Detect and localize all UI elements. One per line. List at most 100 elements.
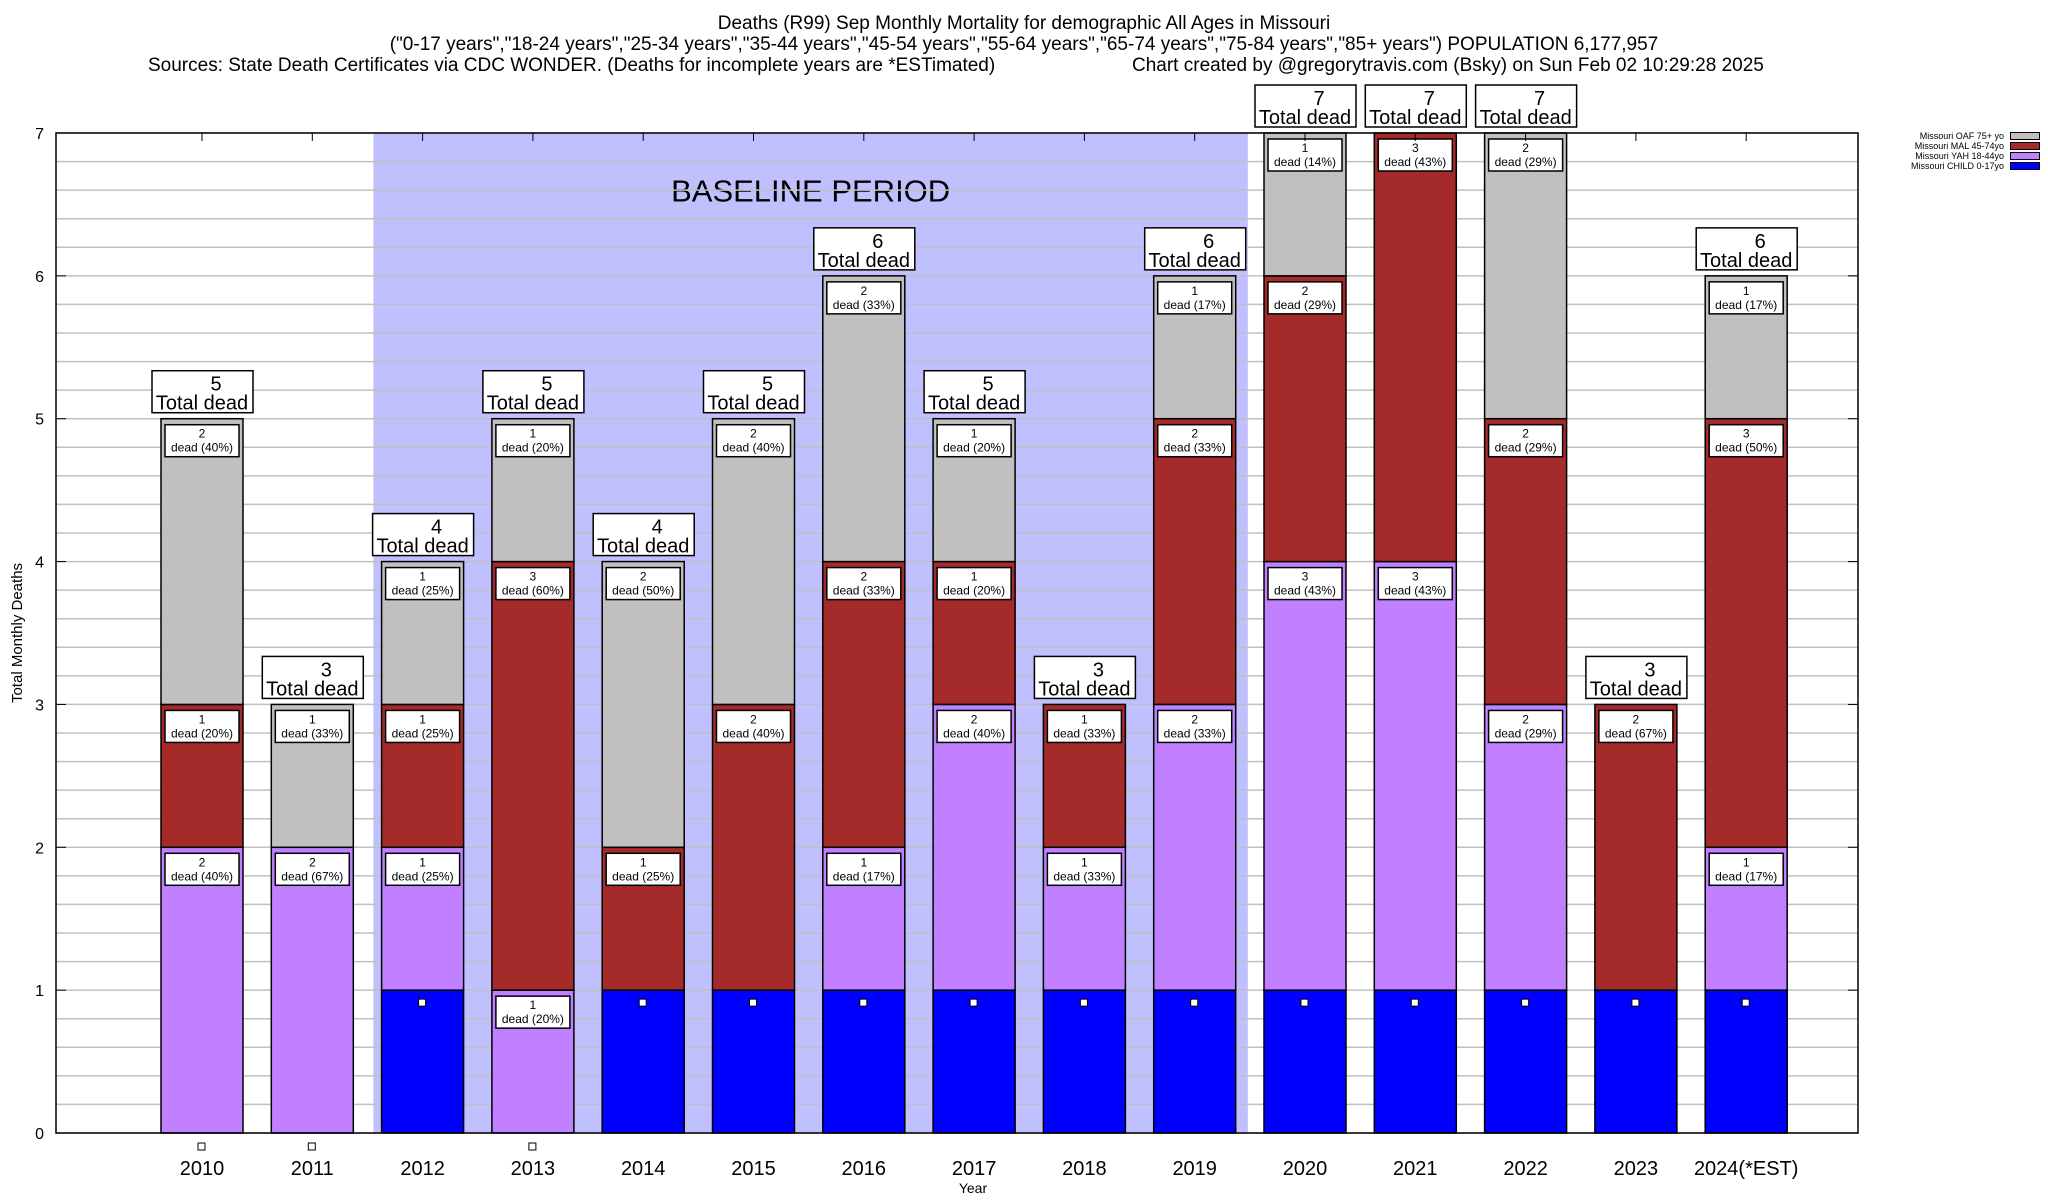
bar-segment	[601, 560, 685, 849]
y-tick-label: 4	[35, 555, 44, 572]
segment-label-count: 1	[309, 712, 316, 726]
segment-label-count: 2	[1633, 712, 1640, 726]
chart-subtitle: ("0-17 years","18-24 years","25-34 years…	[389, 34, 1659, 55]
bar-segment	[932, 703, 1016, 991]
baseline-period-label: BASELINE PERIOD	[671, 174, 950, 209]
total-label-count: 7	[1534, 88, 1545, 110]
total-label-text: Total dead	[1479, 107, 1571, 129]
bar-segment	[822, 275, 906, 563]
segment-label-percent: dead (33%)	[1164, 441, 1226, 455]
x-tick-label: 2013	[511, 1158, 556, 1180]
segment-label-percent: dead (25%)	[392, 584, 454, 598]
x-tick-label: 2018	[1062, 1158, 1107, 1180]
legend-label: Missouri MAL 45-74yo	[1914, 141, 2004, 151]
chart-title: Deaths (R99) Sep Monthly Mortality for d…	[717, 13, 1331, 34]
child-marker	[1741, 998, 1750, 1007]
segment-label-box	[1708, 423, 1784, 458]
total-label-count: 6	[1755, 231, 1766, 253]
total-label-count: 7	[1424, 88, 1435, 110]
segment-label-box	[715, 423, 792, 458]
total-label-text: Total dead	[707, 393, 799, 415]
segment-label-percent: dead (20%)	[171, 726, 233, 740]
total-label-box	[371, 512, 475, 557]
segment-label-box	[1487, 709, 1564, 744]
x-tick-label: 2017	[952, 1158, 997, 1180]
total-label-count: 5	[762, 374, 773, 396]
segment-label-count: 2	[750, 712, 757, 726]
y-tick-label: 2	[35, 840, 44, 857]
total-label-count: 3	[1644, 659, 1655, 681]
x-tick-label: 2011	[291, 1158, 334, 1180]
bar-segment	[1373, 560, 1458, 991]
segment-label-count: 1	[640, 855, 647, 869]
y-tick-label: 6	[35, 269, 44, 286]
child-marker	[418, 998, 427, 1007]
bar-segment	[711, 417, 796, 706]
child-marker	[1631, 998, 1640, 1007]
segment-label-percent: dead (60%)	[502, 584, 564, 598]
segment-label-box	[384, 852, 461, 887]
y-tick-label: 7	[35, 126, 44, 143]
segment-label-box	[1046, 709, 1123, 744]
segment-label-box	[936, 566, 1012, 601]
segment-label-percent: dead (33%)	[1164, 726, 1226, 740]
total-label-text: Total dead	[597, 536, 689, 558]
legend-swatch	[2010, 152, 2040, 160]
legend: Missouri OAF 75+ yo Missouri MAL 45-74yo M…	[1880, 131, 2040, 171]
segment-label-percent: dead (25%)	[612, 869, 674, 883]
segment-label-box	[1487, 423, 1564, 458]
total-label-text: Total dead	[1369, 107, 1461, 129]
segment-label-count: 1	[1743, 284, 1750, 298]
segment-label-count: 2	[199, 427, 206, 441]
segment-label-count: 3	[1743, 427, 1750, 441]
x-tick-label: 2015	[731, 1158, 776, 1180]
segment-label-box	[1156, 709, 1233, 744]
segment-label-box	[826, 281, 902, 315]
segment-label-percent: dead (17%)	[833, 869, 895, 883]
bar-segment	[160, 417, 244, 706]
total-label-box	[592, 512, 695, 557]
segment-label-percent: dead (43%)	[1274, 584, 1336, 598]
total-label-count: 3	[1093, 659, 1104, 681]
segment-label-box	[1708, 852, 1784, 887]
segment-label-box	[826, 566, 902, 601]
segment-label-percent: dead (17%)	[1164, 298, 1226, 312]
segment-label-box	[1267, 566, 1343, 601]
segment-label-percent: dead (43%)	[1384, 155, 1446, 169]
segment-label-percent: dead (40%)	[943, 726, 1005, 740]
segment-label-box	[1267, 138, 1343, 172]
segment-label-count: 3	[530, 570, 537, 584]
total-label-box	[1254, 84, 1357, 128]
segment-label-box	[495, 995, 571, 1029]
segment-label-box	[936, 709, 1012, 744]
segment-label-percent: dead (33%)	[1053, 726, 1115, 740]
y-tick-label: 5	[35, 412, 44, 429]
segment-label-percent: dead (20%)	[943, 441, 1005, 455]
total-label-box	[1033, 655, 1137, 700]
segment-label-percent: dead (29%)	[1495, 155, 1557, 169]
total-label-count: 4	[652, 517, 663, 539]
bar-segment	[1483, 989, 1568, 1134]
bar-segment	[711, 989, 796, 1134]
chart-credit: Chart created by @gregorytravis.com (Bsk…	[1132, 55, 1764, 76]
segment-label-count: 2	[1522, 141, 1529, 155]
segment-label-box	[826, 852, 902, 887]
child-marker	[1079, 998, 1088, 1007]
segment-label-percent: dead (40%)	[171, 441, 233, 455]
segment-label-count: 2	[199, 855, 206, 869]
total-label-box	[1364, 84, 1468, 128]
segment-label-box	[1598, 709, 1674, 744]
x-tick-label: 2021	[1393, 1158, 1438, 1180]
total-label-text: Total dead	[1149, 250, 1241, 272]
segment-label-count: 2	[750, 427, 757, 441]
segment-label-count: 1	[530, 427, 537, 441]
segment-label-box	[605, 566, 681, 601]
total-label-text: Total dead	[1700, 250, 1792, 272]
child-marker	[749, 998, 757, 1007]
segment-label-box	[274, 852, 351, 887]
segment-label-count: 3	[1302, 570, 1309, 584]
segment-label-count: 1	[971, 427, 978, 441]
y-tick-label: 3	[35, 697, 44, 714]
total-label-box	[261, 655, 365, 700]
